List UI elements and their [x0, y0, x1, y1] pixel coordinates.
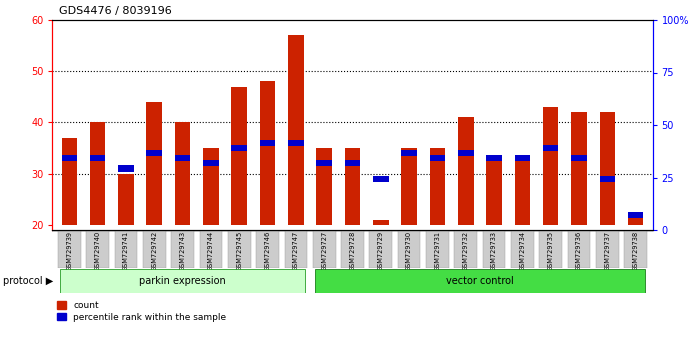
- FancyBboxPatch shape: [114, 230, 138, 268]
- Bar: [260, 81, 275, 225]
- Bar: [345, 160, 360, 166]
- Bar: [61, 155, 77, 161]
- Bar: [373, 220, 389, 225]
- Text: GSM729735: GSM729735: [548, 231, 554, 271]
- Text: GSM729743: GSM729743: [179, 231, 186, 271]
- Bar: [147, 150, 162, 156]
- Text: GSM729746: GSM729746: [265, 231, 271, 272]
- Text: vector control: vector control: [446, 275, 514, 285]
- Text: GSM729741: GSM729741: [123, 231, 129, 271]
- Text: GSM729732: GSM729732: [463, 231, 469, 271]
- Bar: [316, 148, 332, 225]
- Bar: [571, 155, 587, 161]
- Bar: [514, 155, 530, 161]
- Text: GSM729734: GSM729734: [519, 231, 526, 271]
- FancyBboxPatch shape: [143, 230, 165, 268]
- Bar: [543, 107, 558, 225]
- Text: GSM729747: GSM729747: [293, 231, 299, 272]
- Bar: [373, 176, 389, 182]
- FancyBboxPatch shape: [285, 230, 307, 268]
- Text: GSM729745: GSM729745: [236, 231, 242, 272]
- FancyBboxPatch shape: [171, 230, 194, 268]
- Bar: [600, 112, 615, 225]
- FancyBboxPatch shape: [315, 268, 645, 292]
- Bar: [628, 212, 644, 218]
- Text: GDS4476 / 8039196: GDS4476 / 8039196: [59, 6, 172, 16]
- Bar: [628, 215, 644, 225]
- Bar: [232, 145, 247, 151]
- Bar: [543, 145, 558, 151]
- Bar: [288, 35, 304, 225]
- Bar: [118, 165, 134, 172]
- FancyBboxPatch shape: [596, 230, 618, 268]
- Legend: count, percentile rank within the sample: count, percentile rank within the sample: [57, 301, 226, 322]
- FancyBboxPatch shape: [426, 230, 449, 268]
- FancyBboxPatch shape: [256, 230, 279, 268]
- Text: GSM729729: GSM729729: [378, 231, 384, 271]
- Bar: [147, 102, 162, 225]
- Text: parkin expression: parkin expression: [139, 275, 226, 285]
- FancyBboxPatch shape: [58, 230, 81, 268]
- FancyBboxPatch shape: [60, 268, 305, 292]
- FancyBboxPatch shape: [540, 230, 562, 268]
- Bar: [345, 148, 360, 225]
- Bar: [487, 155, 502, 161]
- Text: GSM729730: GSM729730: [406, 231, 412, 271]
- Bar: [288, 140, 304, 146]
- Bar: [232, 87, 247, 225]
- Bar: [571, 112, 587, 225]
- Bar: [430, 155, 445, 161]
- FancyBboxPatch shape: [369, 230, 392, 268]
- Bar: [458, 150, 473, 156]
- Text: GSM729742: GSM729742: [151, 231, 157, 272]
- Bar: [430, 148, 445, 225]
- Bar: [487, 158, 502, 225]
- Bar: [203, 148, 218, 225]
- FancyBboxPatch shape: [200, 230, 222, 268]
- Bar: [316, 160, 332, 166]
- Bar: [458, 117, 473, 225]
- FancyBboxPatch shape: [87, 230, 109, 268]
- Text: GSM729740: GSM729740: [95, 231, 101, 272]
- Text: GSM729733: GSM729733: [491, 231, 497, 271]
- FancyBboxPatch shape: [511, 230, 534, 268]
- Bar: [401, 148, 417, 225]
- FancyBboxPatch shape: [313, 230, 336, 268]
- Bar: [514, 158, 530, 225]
- Text: GSM729728: GSM729728: [350, 231, 355, 272]
- Bar: [401, 150, 417, 156]
- Text: protocol ▶: protocol ▶: [3, 275, 54, 285]
- Bar: [118, 174, 134, 225]
- FancyBboxPatch shape: [567, 230, 591, 268]
- Text: GSM729736: GSM729736: [576, 231, 582, 271]
- Text: GSM729731: GSM729731: [434, 231, 440, 271]
- Text: GSM729739: GSM729739: [66, 231, 73, 271]
- Text: GSM729744: GSM729744: [208, 231, 214, 272]
- Bar: [90, 122, 105, 225]
- Bar: [174, 122, 191, 225]
- FancyBboxPatch shape: [454, 230, 477, 268]
- FancyBboxPatch shape: [624, 230, 647, 268]
- Text: GSM729727: GSM729727: [321, 231, 327, 272]
- Bar: [61, 138, 77, 225]
- FancyBboxPatch shape: [341, 230, 364, 268]
- FancyBboxPatch shape: [228, 230, 251, 268]
- Bar: [600, 176, 615, 182]
- Bar: [260, 140, 275, 146]
- Text: GSM729738: GSM729738: [632, 231, 639, 271]
- Bar: [90, 155, 105, 161]
- Bar: [174, 155, 191, 161]
- FancyBboxPatch shape: [483, 230, 505, 268]
- Text: GSM729737: GSM729737: [604, 231, 610, 271]
- Bar: [203, 160, 218, 166]
- FancyBboxPatch shape: [398, 230, 420, 268]
